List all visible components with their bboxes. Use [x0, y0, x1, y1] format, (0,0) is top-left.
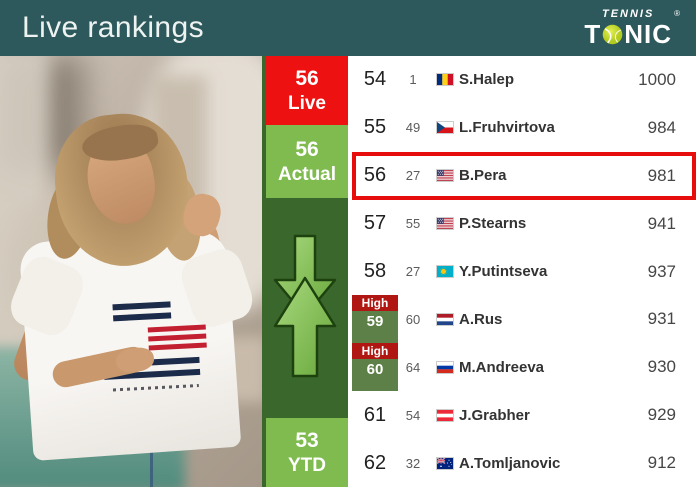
actual-rank-value: 56	[295, 137, 319, 161]
player-name[interactable]: B.Pera	[459, 167, 507, 185]
player-points: 912	[647, 453, 676, 473]
live-rank-number: 62	[363, 451, 387, 474]
kazakhstan-flag-icon	[437, 266, 453, 277]
austria-flag-icon	[437, 409, 453, 421]
registered-trademark: ®	[674, 9, 681, 18]
player-points: 931	[647, 309, 676, 329]
romania-flag-icon	[437, 74, 453, 86]
navy-stripe	[113, 312, 172, 322]
logo-letters-nic: NIC	[624, 19, 672, 49]
header: Live rankings TENNIS T NIC ®	[0, 0, 696, 56]
rankings-table: 54 1 S.Halep 1000 55 49 L.Fruhvirtova 98…	[348, 56, 696, 487]
rank-summary-column: 56 Live 56 Actual 5	[262, 56, 348, 487]
live-rank-number: 57	[363, 212, 387, 235]
tennis-tonic-logo: TENNIS T NIC ®	[584, 8, 682, 49]
actual-rank-box: 56 Actual	[266, 125, 348, 198]
live-rank-cell: 54	[352, 56, 398, 104]
live-rank-cell: 56	[352, 152, 398, 200]
ranking-row[interactable]: 61 54 J.Grabher 929	[352, 391, 696, 439]
live-rank-cell: High 60	[352, 343, 398, 392]
live-rank-number: 54	[363, 68, 387, 91]
player-name[interactable]: A.Tomljanovic	[459, 454, 561, 472]
logo-tonic-text: T NIC ®	[584, 10, 680, 49]
shirt-small-text	[112, 383, 199, 392]
player-points: 941	[647, 213, 676, 233]
live-rank-cell: 58	[352, 248, 398, 296]
live-rank-label: Live	[287, 92, 327, 114]
player-name[interactable]: A.Rus	[459, 310, 503, 328]
live-rank-number: 58	[363, 260, 387, 282]
ranking-row[interactable]: 58 27 Y.Putintseva 937	[352, 248, 696, 296]
live-rank-cell: 61	[352, 391, 398, 439]
rank-movement-zone	[262, 198, 348, 418]
official-rank-number: 1	[409, 72, 417, 88]
player-name[interactable]: J.Grabher	[459, 406, 530, 424]
player-name[interactable]: S.Halep	[459, 71, 515, 89]
red-stripe	[148, 333, 207, 342]
live-rank-box: 56 Live	[266, 56, 348, 125]
player-points: 984	[647, 117, 676, 137]
live-rank-number: 55	[363, 116, 387, 139]
live-rank-number: 60	[366, 361, 384, 379]
official-rank-number: 60	[405, 311, 421, 327]
player-points: 930	[647, 357, 676, 377]
ytd-rank-box: 53 YTD	[266, 418, 348, 487]
ranking-row[interactable]: High 59 60 A.Rus 931	[352, 295, 696, 344]
player-photo	[0, 56, 262, 487]
down-up-arrows-icon	[273, 234, 337, 383]
live-rank-cell: 57	[352, 200, 398, 248]
player-points: 1000	[638, 69, 676, 89]
ranking-row[interactable]: 56 27 B.Pera 981	[352, 151, 696, 200]
high-badge: High	[352, 343, 398, 360]
official-rank-number: 32	[405, 455, 421, 471]
official-rank-number: 49	[405, 120, 421, 136]
official-rank-number: 27	[405, 168, 421, 184]
official-rank-number: 55	[405, 216, 421, 232]
ranking-row[interactable]: 57 55 P.Stearns 941	[352, 200, 696, 248]
live-rank-number: 61	[363, 403, 387, 426]
actual-rank-label: Actual	[277, 163, 337, 185]
red-stripe	[147, 324, 206, 333]
official-rank-number: 27	[405, 264, 421, 279]
player-name[interactable]: M.Andreeva	[459, 358, 545, 376]
ytd-rank-label: YTD	[288, 454, 326, 476]
ytd-rank-value: 53	[295, 428, 319, 452]
usa-flag-icon	[437, 218, 453, 230]
netherlands-flag-icon	[437, 313, 453, 325]
player-name[interactable]: P.Stearns	[459, 215, 527, 233]
official-rank-number: 64	[405, 359, 421, 375]
czech-republic-flag-icon	[437, 122, 453, 134]
live-rank-number: 59	[366, 313, 384, 331]
live-rank-cell: 62	[352, 439, 398, 487]
official-rank-number: 54	[405, 407, 421, 423]
australia-flag-icon	[437, 457, 453, 469]
live-rank-number: 56	[363, 164, 387, 187]
player-points: 929	[647, 405, 676, 425]
ranking-row[interactable]: 54 1 S.Halep 1000	[352, 56, 696, 104]
red-stripe	[148, 342, 207, 351]
page-title: Live rankings	[22, 11, 204, 44]
player-points: 937	[647, 261, 676, 281]
ranking-row[interactable]: High 60 64 M.Andreeva 930	[352, 343, 696, 392]
tennis-ball-icon	[602, 24, 623, 45]
logo-tennis-text: TENNIS	[601, 8, 655, 20]
player-points: 981	[647, 165, 676, 185]
high-badge: High	[352, 295, 398, 312]
logo-letter-t: T	[584, 19, 602, 49]
jeans-seam	[150, 443, 153, 487]
player-name[interactable]: Y.Putintseva	[459, 263, 548, 280]
ranking-row[interactable]: 62 32 A.Tomljanovic 912	[352, 439, 696, 487]
live-rank-value: 56	[295, 66, 319, 90]
ranking-row[interactable]: 55 49 L.Fruhvirtova 984	[352, 104, 696, 152]
usa-flag-icon	[437, 170, 453, 182]
russia-flag-icon	[437, 361, 453, 373]
live-rank-cell: High 59	[352, 295, 398, 344]
player-name[interactable]: L.Fruhvirtova	[459, 119, 555, 137]
live-rank-cell: 55	[352, 104, 398, 152]
